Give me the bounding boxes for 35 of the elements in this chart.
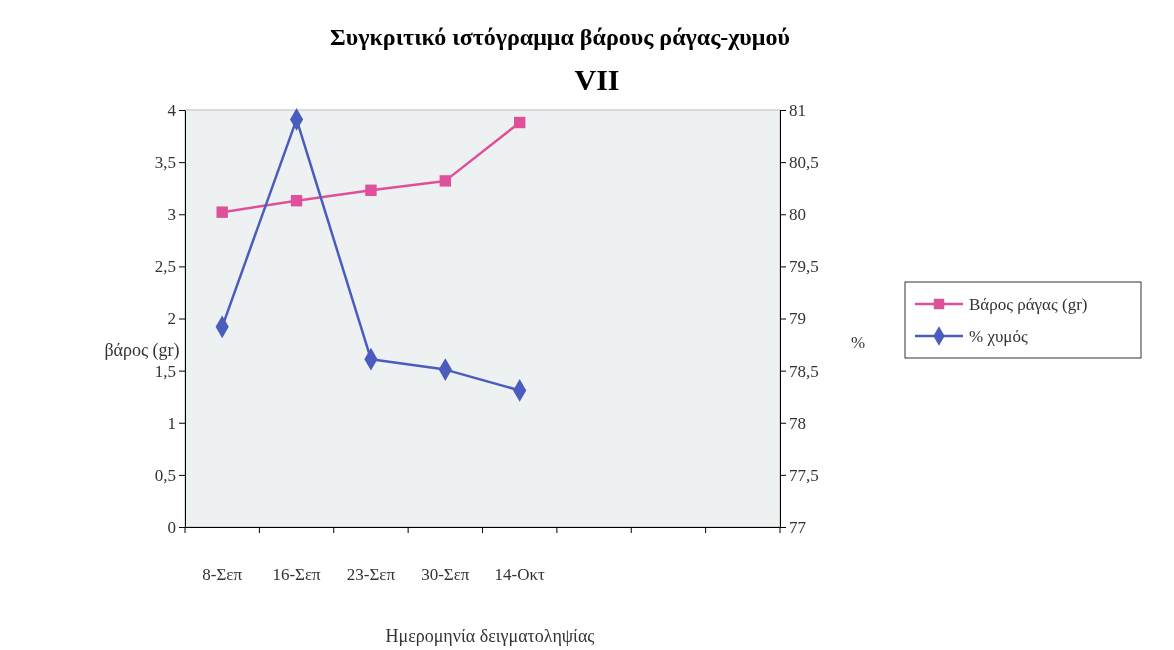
y2-tick-label: 77 (789, 517, 807, 537)
y-tick-label: 4 (167, 100, 177, 120)
y2-axis-title: % (850, 333, 866, 352)
legend-label: % χυμός (969, 327, 1028, 346)
chart-subtitle: VII (574, 63, 620, 96)
y-tick-label: 1,5 (154, 361, 176, 381)
y-tick-label: 3,5 (154, 153, 176, 173)
point (290, 195, 303, 207)
x-axis-title: Ημερομηνία δειγματοληψίας (385, 626, 595, 646)
y2-tick-label: 78 (789, 413, 806, 433)
y-axis-title: βάρος (gr) (104, 340, 180, 361)
x-tick-label: 16-Σεπ (272, 565, 322, 585)
y-tick-label: 0 (167, 517, 176, 537)
y-tick-label: 0,5 (154, 465, 176, 485)
y-tick-label: 2,5 (154, 257, 176, 277)
legend-label: Βάρος ράγας (gr) (969, 295, 1088, 314)
y-tick-label: 1 (167, 413, 176, 433)
point (216, 206, 228, 218)
x-tick-label: 23-Σεπ (346, 565, 396, 585)
point (365, 184, 377, 196)
y-tick-label: 3 (167, 205, 176, 225)
y2-tick-label: 81 (789, 100, 806, 120)
y2-tick-label: 79,5 (789, 257, 819, 277)
y2-tick-label: 77,5 (789, 465, 819, 485)
point (513, 116, 526, 129)
x-tick-label: 8-Σεπ (202, 565, 243, 585)
x-tick-label: 30-Σεπ (421, 565, 470, 585)
y2-tick-label: 78,5 (789, 361, 819, 381)
x-tick-label: 14-Οκτ (494, 565, 546, 585)
y-tick-label: 2 (167, 309, 176, 329)
y2-tick-label: 79 (789, 309, 806, 329)
y2-tick-label: 80,5 (789, 153, 819, 173)
chart-title: Συγκριτικό ιστόγραμμα βάρους ράγας-χυμού (330, 24, 790, 50)
point (439, 175, 452, 187)
y2-tick-label: 80 (789, 205, 806, 225)
